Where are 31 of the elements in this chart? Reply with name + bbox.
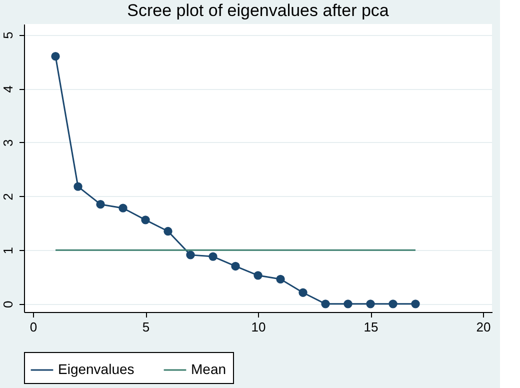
y-tick-label: 5 bbox=[0, 32, 16, 39]
x-tick-label: 10 bbox=[251, 320, 266, 334]
point bbox=[51, 52, 60, 61]
point bbox=[366, 300, 375, 308]
point bbox=[411, 300, 420, 308]
point bbox=[254, 271, 262, 280]
y-tick-label: 2 bbox=[0, 193, 16, 200]
point bbox=[208, 252, 218, 261]
point bbox=[231, 262, 240, 271]
point bbox=[186, 250, 195, 260]
y-tick-label: 4 bbox=[0, 85, 16, 93]
point bbox=[164, 226, 172, 236]
y-tick-label: 3 bbox=[0, 139, 16, 147]
point bbox=[298, 288, 308, 297]
point bbox=[344, 300, 352, 308]
y-tick-label: 0 bbox=[0, 300, 16, 308]
legend-label: Mean bbox=[191, 361, 226, 377]
x-tick-label: 20 bbox=[476, 320, 491, 334]
point bbox=[96, 200, 105, 209]
point bbox=[74, 182, 82, 191]
x-tick-label: 15 bbox=[364, 320, 378, 334]
x-tick-label: 0 bbox=[30, 320, 38, 334]
point bbox=[388, 300, 398, 308]
chart-title: Scree plot of eigenvalues after pca bbox=[127, 1, 390, 20]
point bbox=[118, 204, 128, 212]
legend-label: Eigenvalues bbox=[58, 361, 134, 377]
x-tick-label: 5 bbox=[142, 320, 150, 334]
point bbox=[321, 300, 330, 308]
y-tick-label: 1 bbox=[0, 246, 16, 254]
point bbox=[141, 216, 150, 224]
point bbox=[276, 274, 285, 284]
